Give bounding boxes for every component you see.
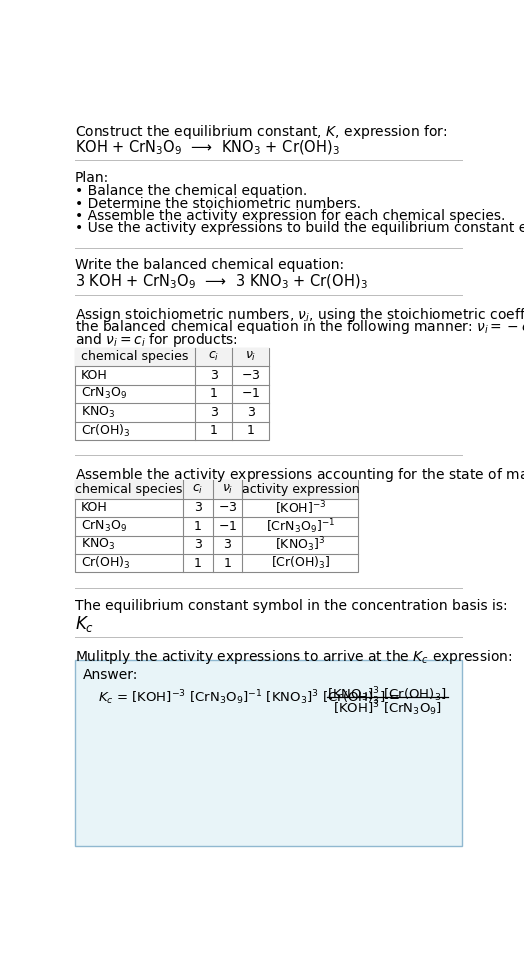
Text: $c_i$: $c_i$: [192, 482, 204, 496]
Text: KNO$_3$: KNO$_3$: [81, 405, 115, 420]
Text: Write the balanced chemical equation:: Write the balanced chemical equation:: [75, 258, 344, 272]
Text: 3: 3: [194, 538, 202, 551]
Text: [KNO$_3$]$^3$: [KNO$_3$]$^3$: [275, 535, 325, 554]
Text: 1: 1: [247, 424, 255, 437]
Text: Assemble the activity expressions accounting for the state of matter and $\nu_i$: Assemble the activity expressions accoun…: [75, 466, 524, 484]
Text: $-3$: $-3$: [218, 502, 237, 514]
Text: [KOH]$^3$ [CrN$_3$O$_9$]: [KOH]$^3$ [CrN$_3$O$_9$]: [333, 699, 442, 718]
Text: [Cr(OH)$_3$]: [Cr(OH)$_3$]: [270, 555, 330, 572]
FancyBboxPatch shape: [75, 480, 358, 499]
Text: • Use the activity expressions to build the equilibrium constant expression.: • Use the activity expressions to build …: [75, 222, 524, 235]
Text: 3: 3: [224, 538, 232, 551]
Text: 1: 1: [210, 387, 217, 400]
FancyBboxPatch shape: [75, 480, 358, 573]
FancyBboxPatch shape: [75, 347, 269, 366]
Text: Plan:: Plan:: [75, 171, 109, 184]
Text: KNO$_3$: KNO$_3$: [81, 537, 115, 552]
Text: $K_c$: $K_c$: [75, 614, 94, 634]
Text: CrN$_3$O$_9$: CrN$_3$O$_9$: [81, 519, 127, 534]
Text: Cr(OH)$_3$: Cr(OH)$_3$: [81, 555, 131, 572]
Text: and $\nu_i = c_i$ for products:: and $\nu_i = c_i$ for products:: [75, 331, 238, 349]
Text: $\nu_i$: $\nu_i$: [222, 482, 233, 496]
Text: Cr(OH)$_3$: Cr(OH)$_3$: [81, 423, 131, 439]
Text: 1: 1: [224, 557, 232, 570]
Text: $\nu_i$: $\nu_i$: [245, 350, 256, 363]
Text: 3: 3: [194, 502, 202, 514]
Text: $c_i$: $c_i$: [208, 350, 219, 363]
Text: the balanced chemical equation in the following manner: $\nu_i = -c_i$ for react: the balanced chemical equation in the fo…: [75, 318, 524, 337]
Text: 1: 1: [210, 424, 217, 437]
Text: $K_c$ = [KOH]$^{-3}$ [CrN$_3$O$_9$]$^{-1}$ [KNO$_3$]$^3$ [Cr(OH)$_3$] =: $K_c$ = [KOH]$^{-3}$ [CrN$_3$O$_9$]$^{-1…: [98, 688, 400, 707]
Text: [CrN$_3$O$_9$]$^{-1}$: [CrN$_3$O$_9$]$^{-1}$: [266, 517, 335, 536]
Text: 3 KOH + CrN$_3$O$_9$  ⟶  3 KNO$_3$ + Cr(OH)$_3$: 3 KOH + CrN$_3$O$_9$ ⟶ 3 KNO$_3$ + Cr(OH…: [75, 272, 367, 291]
Text: $-1$: $-1$: [218, 520, 237, 533]
Text: 3: 3: [210, 369, 217, 382]
Text: Construct the equilibrium constant, $K$, expression for:: Construct the equilibrium constant, $K$,…: [75, 123, 447, 141]
Text: KOH + CrN$_3$O$_9$  ⟶  KNO$_3$ + Cr(OH)$_3$: KOH + CrN$_3$O$_9$ ⟶ KNO$_3$ + Cr(OH)$_3…: [75, 138, 340, 156]
FancyBboxPatch shape: [75, 347, 269, 440]
Text: $-3$: $-3$: [241, 369, 260, 382]
Text: activity expression: activity expression: [242, 482, 359, 496]
Text: 3: 3: [247, 406, 255, 419]
Text: • Determine the stoichiometric numbers.: • Determine the stoichiometric numbers.: [75, 197, 361, 211]
Text: CrN$_3$O$_9$: CrN$_3$O$_9$: [81, 386, 127, 402]
Text: [KNO$_3$]$^3$ [Cr(OH)$_3$]: [KNO$_3$]$^3$ [Cr(OH)$_3$]: [328, 685, 447, 704]
Text: 1: 1: [194, 557, 202, 570]
Text: 3: 3: [210, 406, 217, 419]
FancyBboxPatch shape: [75, 660, 462, 846]
Text: [KOH]$^{-3}$: [KOH]$^{-3}$: [275, 499, 326, 517]
Text: chemical species: chemical species: [81, 350, 189, 363]
Text: Assign stoichiometric numbers, $\nu_i$, using the stoichiometric coefficients, $: Assign stoichiometric numbers, $\nu_i$, …: [75, 306, 524, 324]
Text: chemical species: chemical species: [75, 482, 183, 496]
Text: $-1$: $-1$: [241, 387, 260, 400]
Text: Answer:: Answer:: [83, 667, 138, 682]
Text: • Balance the chemical equation.: • Balance the chemical equation.: [75, 184, 307, 199]
Text: KOH: KOH: [81, 369, 108, 382]
Text: KOH: KOH: [81, 502, 108, 514]
Text: • Assemble the activity expression for each chemical species.: • Assemble the activity expression for e…: [75, 209, 505, 223]
Text: Mulitply the activity expressions to arrive at the $K_c$ expression:: Mulitply the activity expressions to arr…: [75, 648, 512, 666]
Text: The equilibrium constant symbol in the concentration basis is:: The equilibrium constant symbol in the c…: [75, 598, 507, 613]
Text: 1: 1: [194, 520, 202, 533]
